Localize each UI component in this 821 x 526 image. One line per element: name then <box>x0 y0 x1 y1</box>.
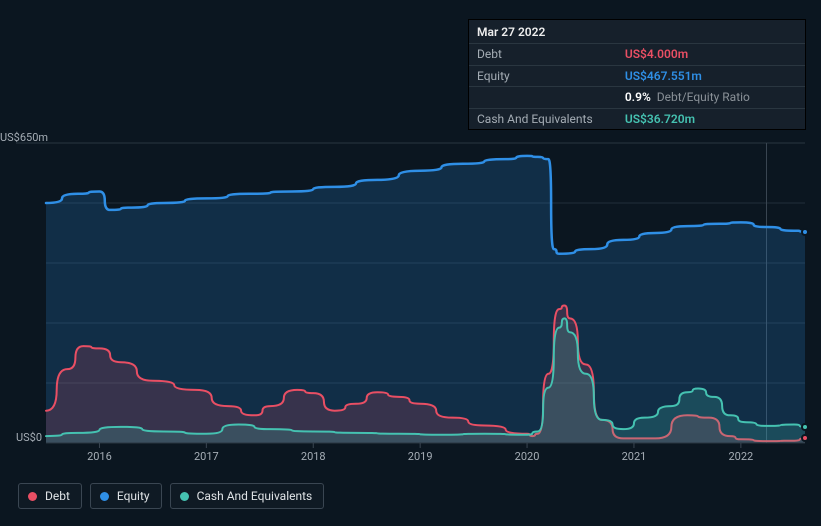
legend-item-debt[interactable]: Debt <box>18 483 82 509</box>
x-axis-tick-label: 2021 <box>622 450 647 463</box>
legend-label: Equity <box>117 489 150 503</box>
legend-label: Cash And Equivalents <box>197 489 313 503</box>
series-end-marker-cash <box>801 423 809 431</box>
legend-item-cash[interactable]: Cash And Equivalents <box>170 483 325 509</box>
legend-dot-icon <box>180 492 189 501</box>
chart-legend: Debt Equity Cash And Equivalents <box>18 483 324 509</box>
x-axis-tick-label: 2018 <box>301 450 326 463</box>
x-axis-tick-label: 2016 <box>87 450 112 463</box>
legend-dot-icon <box>28 492 37 501</box>
y-axis-tick-label: US$0 <box>0 431 42 444</box>
series-end-marker-equity <box>801 228 809 236</box>
debt-equity-chart: { "layout": { "width": 821, "height": 52… <box>0 0 821 526</box>
x-axis-tick-label: 2020 <box>515 450 540 463</box>
area-chart <box>0 0 821 526</box>
legend-item-equity[interactable]: Equity <box>90 483 162 509</box>
x-axis-tick-label: 2017 <box>194 450 219 463</box>
legend-label: Debt <box>45 489 70 503</box>
legend-dot-icon <box>100 492 109 501</box>
x-axis-tick-label: 2019 <box>408 450 433 463</box>
y-axis-tick-label: US$650m <box>0 131 42 144</box>
x-axis-tick-label: 2022 <box>728 450 753 463</box>
